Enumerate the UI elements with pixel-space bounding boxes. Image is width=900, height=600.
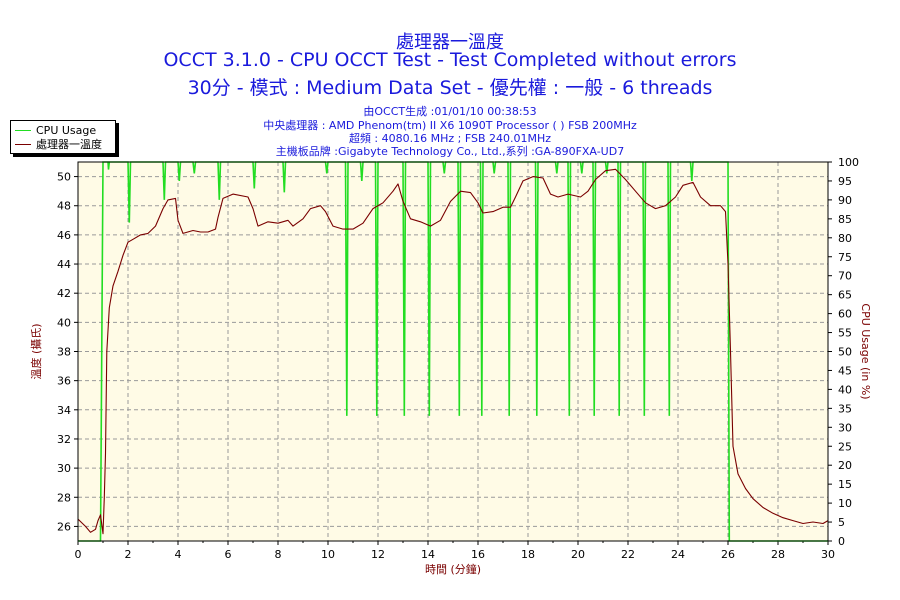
x-tick-label: 22: [621, 548, 635, 561]
x-tick-label: 16: [471, 548, 485, 561]
y-right-tick-label: 50: [838, 346, 852, 359]
x-tick-label: 14: [421, 548, 435, 561]
y-left-tick-label: 26: [57, 520, 71, 533]
info-overclock: 超頻 : 4080.16 MHz ; FSB 240.01MHz: [348, 132, 552, 145]
y-left-tick-label: 36: [57, 375, 71, 388]
y-right-tick-label: 95: [838, 175, 852, 188]
chart-subtitle-test: OCCT 3.1.0 - CPU OCCT Test - Test Comple…: [163, 49, 737, 71]
info-generated: 由OCCT生成 :01/01/10 00:38:53: [363, 105, 537, 118]
y-right-tick-label: 65: [838, 289, 852, 302]
y-right-tick-label: 40: [838, 383, 852, 396]
legend-entry-cpu-usage: CPU Usage: [15, 123, 96, 137]
x-tick-label: 28: [771, 548, 785, 561]
y-left-axis-label: 溫度 (攝氏): [29, 323, 43, 379]
chart-subtitle-mode: 30分 - 模式 : Medium Data Set - 優先權 : 一般 - …: [187, 77, 713, 99]
x-tick-label: 12: [371, 548, 385, 561]
y-right-tick-label: 75: [838, 251, 852, 264]
x-tick-label: 24: [671, 548, 685, 561]
series-line-temperature: [77, 168, 829, 535]
legend-label-cpu-usage: CPU Usage: [36, 123, 97, 137]
x-tick-label: 26: [721, 548, 735, 561]
y-left-tick-label: 38: [57, 346, 71, 359]
x-axis-label: 時間 (分鐘): [425, 562, 481, 576]
y-right-tick-label: 45: [838, 364, 852, 377]
y-right-tick-label: 10: [838, 497, 852, 510]
x-tick-label: 30: [821, 548, 835, 561]
info-cpu: 中央處理器 : AMD Phenom(tm) II X6 1090T Proce…: [263, 119, 637, 132]
y-left-tick-label: 40: [57, 316, 71, 329]
y-right-tick-label: 5: [838, 516, 845, 529]
x-tick-label: 0: [75, 548, 82, 561]
y-right-tick-label: 70: [838, 270, 852, 283]
y-right-tick-label: 20: [838, 459, 852, 472]
y-left-tick-label: 32: [57, 433, 71, 446]
y-left-tick-label: 28: [57, 491, 71, 504]
y-left-tick-label: 44: [57, 258, 71, 271]
y-right-tick-label: 30: [838, 421, 852, 434]
y-right-tick-label: 60: [838, 308, 852, 321]
y-right-tick-label: 0: [838, 535, 845, 548]
series-line-cpu-usage: [78, 161, 828, 542]
y-right-tick-label: 80: [838, 232, 852, 245]
legend-swatch-temperature: [15, 143, 31, 145]
chart-title: 處理器一溫度: [396, 32, 504, 53]
x-tick-label: 18: [521, 548, 535, 561]
y-right-tick-label: 55: [838, 327, 852, 340]
y-right-tick-label: 15: [838, 478, 852, 491]
plot-frame: [77, 161, 829, 542]
y-right-tick-label: 100: [838, 156, 859, 169]
legend: CPU Usage 處理器一溫度: [10, 120, 116, 154]
y-right-tick-label: 85: [838, 213, 852, 226]
legend-label-temperature: 處理器一溫度: [36, 138, 102, 151]
y-left-tick-label: 50: [57, 171, 71, 184]
y-right-tick-label: 25: [838, 440, 852, 453]
info-motherboard: 主機板品牌 :Gigabyte Technology Co., Ltd.,系列 …: [275, 145, 625, 158]
legend-swatch-cpu-usage: [15, 129, 31, 131]
x-tick-label: 8: [275, 548, 282, 561]
y-right-axis-label: CPU Usage (in %): [859, 303, 872, 399]
x-tick-label: 10: [321, 548, 335, 561]
x-tick-label: 6: [225, 548, 232, 561]
y-left-tick-label: 30: [57, 462, 71, 475]
y-left-tick-label: 48: [57, 200, 71, 213]
legend-entry-temperature: 處理器一溫度: [15, 137, 102, 151]
y-left-tick-label: 34: [57, 404, 71, 417]
x-tick-label: 20: [571, 548, 585, 561]
x-tick-label: 4: [175, 548, 182, 561]
y-left-tick-label: 42: [57, 287, 71, 300]
y-right-tick-label: 90: [838, 194, 852, 207]
y-right-tick-label: 35: [838, 402, 852, 415]
x-tick-label: 2: [125, 548, 132, 561]
y-left-tick-label: 46: [57, 229, 71, 242]
